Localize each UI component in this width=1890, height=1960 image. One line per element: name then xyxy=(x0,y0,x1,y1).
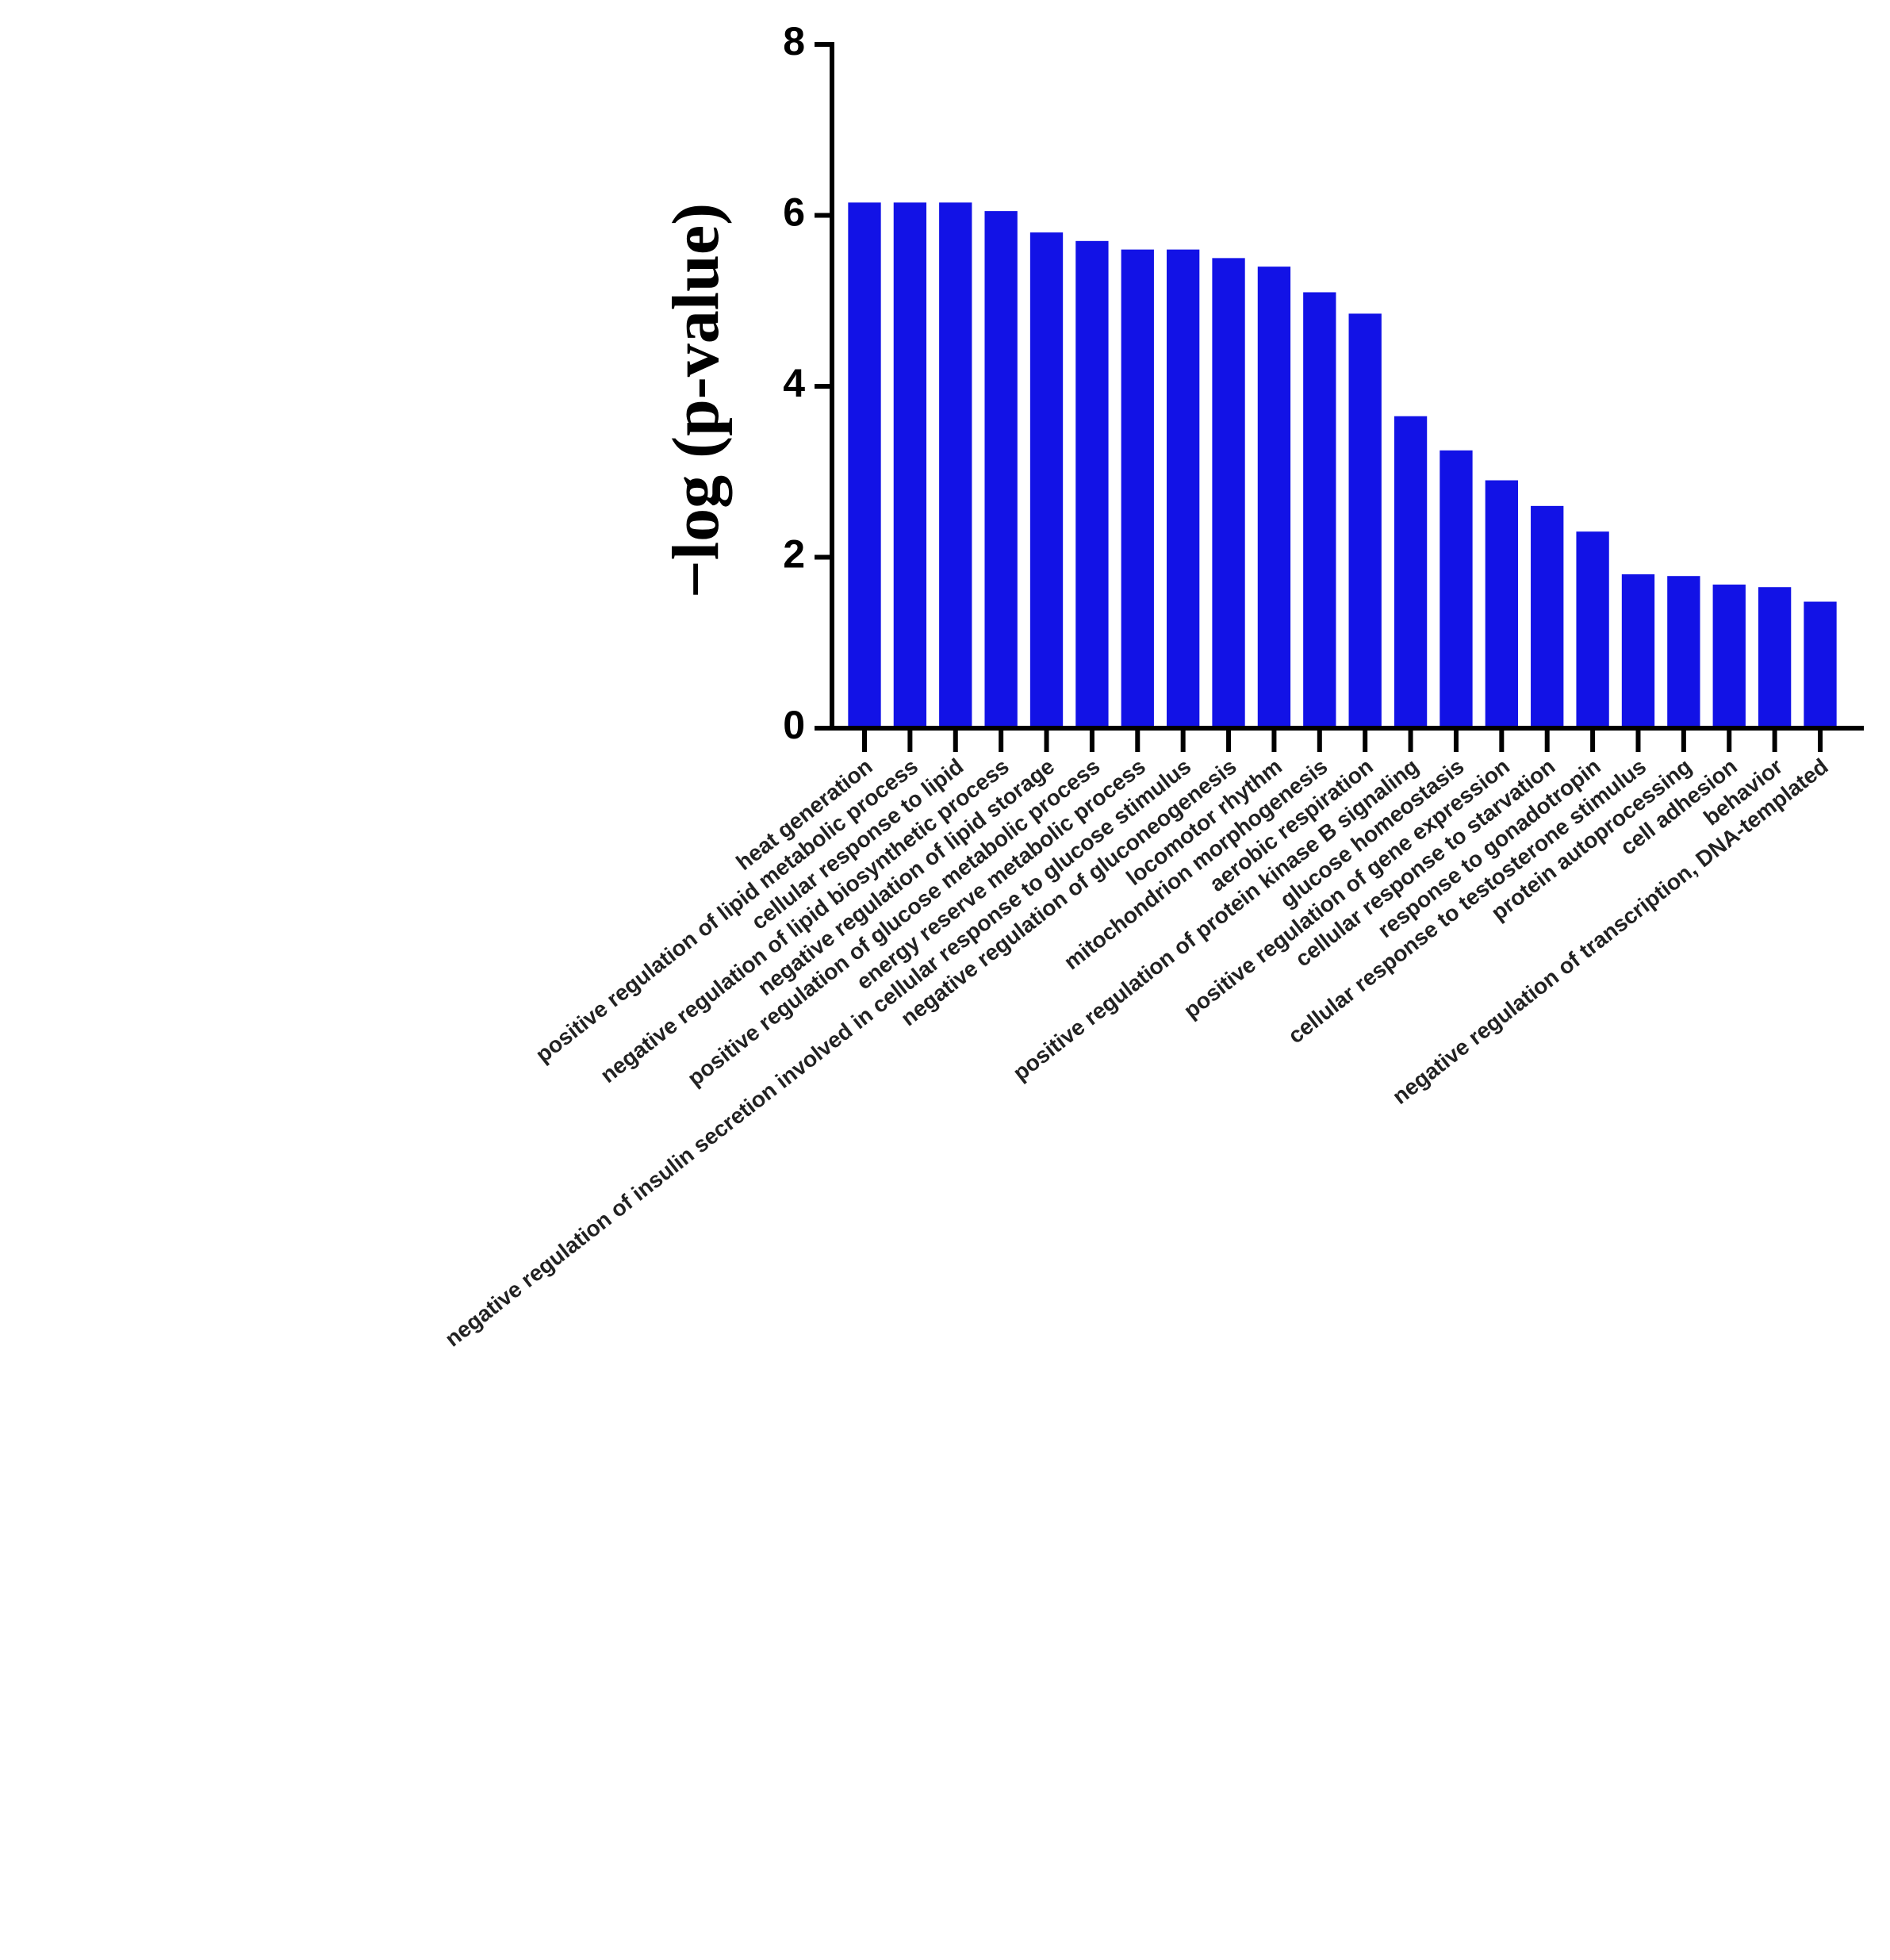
bar xyxy=(1303,292,1336,729)
bar xyxy=(893,202,927,728)
bar xyxy=(984,211,1018,728)
bar xyxy=(939,202,972,728)
y-tick-label: 6 xyxy=(783,190,805,235)
y-tick-label: 4 xyxy=(783,361,805,405)
bar xyxy=(1394,416,1428,728)
bar xyxy=(1121,249,1154,729)
y-tick-label: 2 xyxy=(783,532,805,577)
bar xyxy=(1758,587,1792,728)
bar xyxy=(1167,249,1200,729)
bar xyxy=(848,202,881,728)
bar xyxy=(1621,574,1655,728)
bar xyxy=(1804,601,1837,728)
bar xyxy=(1667,576,1700,728)
bar xyxy=(1712,584,1746,728)
bar xyxy=(1029,232,1064,728)
bar xyxy=(1440,450,1473,728)
bar xyxy=(1075,240,1109,728)
bar xyxy=(1257,267,1291,728)
bar xyxy=(1348,313,1382,729)
bar xyxy=(1576,531,1609,728)
y-axis-title: −log (p-value) xyxy=(659,203,733,598)
bar xyxy=(1485,480,1518,728)
y-tick-label: 8 xyxy=(783,19,805,63)
bar xyxy=(1212,258,1245,728)
y-tick-label: 0 xyxy=(783,703,805,747)
bar xyxy=(1531,505,1564,728)
